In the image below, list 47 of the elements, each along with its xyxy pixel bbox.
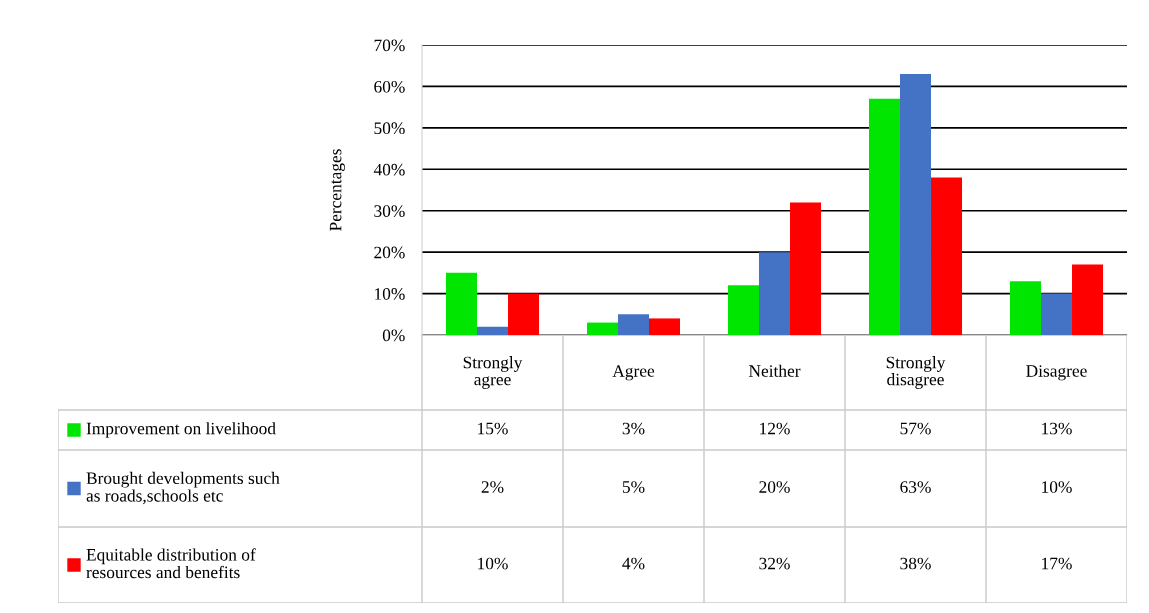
data-label: 38% xyxy=(900,557,931,570)
y-tick-label: 0% xyxy=(382,329,405,342)
bar xyxy=(790,202,822,335)
data-label: 12% xyxy=(760,422,790,435)
data-label: 32% xyxy=(759,557,790,570)
bar xyxy=(445,272,477,335)
bar xyxy=(1040,293,1073,335)
data-label: 4% xyxy=(622,557,645,570)
bar xyxy=(1009,281,1041,335)
data-label: 10% xyxy=(478,557,508,570)
data-label: 57% xyxy=(900,422,931,435)
bar xyxy=(476,326,509,335)
data-label: 17% xyxy=(1042,557,1072,570)
data-label: 2% xyxy=(481,481,504,493)
x-tick-label: Agree xyxy=(612,365,655,381)
data-label: 20% xyxy=(759,481,790,493)
y-tick-label: 40% xyxy=(373,163,405,176)
x-tick-label: Strongly agree xyxy=(463,356,523,389)
data-label: 13% xyxy=(1042,422,1072,435)
x-tick-label: Neither xyxy=(748,364,801,377)
legend-label: Improvement on livelihood xyxy=(86,422,276,438)
x-tick-label: Disagree xyxy=(1026,365,1087,381)
bar xyxy=(586,322,618,335)
bar xyxy=(899,74,932,335)
bar xyxy=(617,314,650,335)
legend-label: Equitable distribution of resources and benefits xyxy=(86,548,256,579)
bar xyxy=(649,318,681,335)
bar xyxy=(758,252,791,335)
y-tick-label: 70% xyxy=(374,39,405,52)
y-tick-label: 60% xyxy=(374,80,405,93)
y-tick-label: 20% xyxy=(374,246,405,259)
y-axis-title: Percentages xyxy=(329,149,345,231)
bar xyxy=(868,98,900,335)
x-tick-label: Strongly disagree xyxy=(886,356,946,389)
bar xyxy=(727,285,759,335)
y-tick-label: 30% xyxy=(374,205,405,217)
data-label: 63% xyxy=(900,481,931,493)
data-label: 15% xyxy=(478,422,508,435)
data-label: 10% xyxy=(1042,481,1072,493)
data-label: 5% xyxy=(622,481,645,493)
y-tick-label: 50% xyxy=(374,122,405,135)
data-label: 3% xyxy=(622,422,645,435)
bar xyxy=(1072,264,1104,335)
bar xyxy=(931,177,963,335)
bar xyxy=(508,293,540,335)
y-tick-label: 10% xyxy=(375,288,405,300)
legend-label: Brought developments such as roads,schools etc xyxy=(86,471,280,505)
